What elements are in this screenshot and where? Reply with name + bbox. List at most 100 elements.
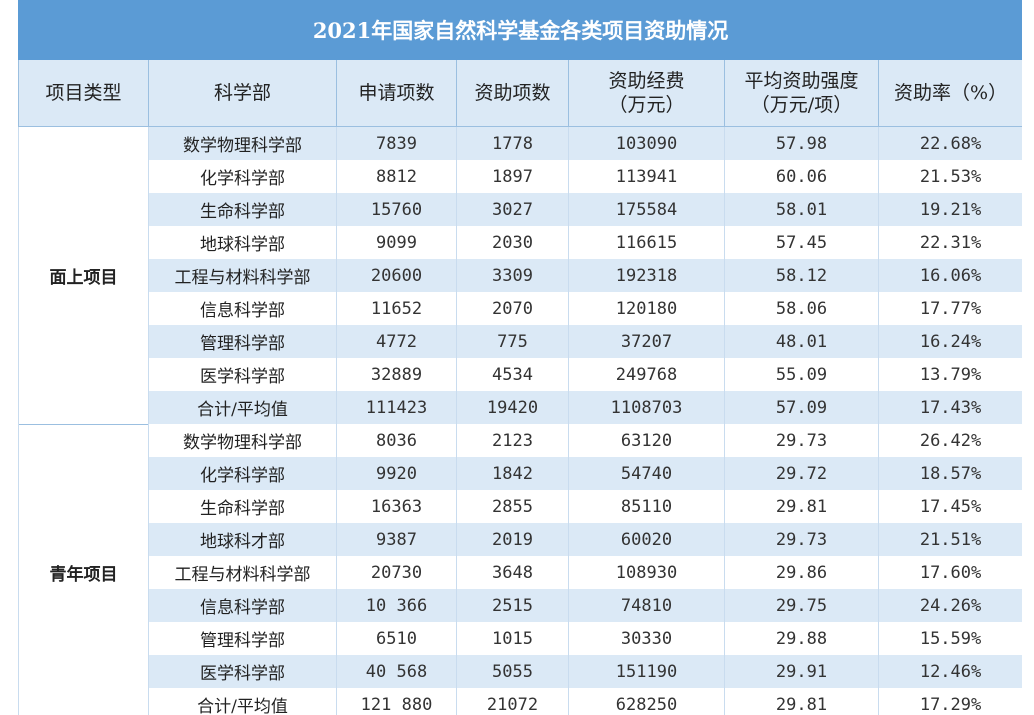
dept-cell: 工程与材料科学部 <box>148 259 337 292</box>
table-row: 管理科学部 6510 1015 30330 29.88 15.59% <box>19 622 1022 655</box>
funded-cell: 2123 <box>456 424 569 457</box>
table-row: 合计/平均值 121 880 21072 628250 29.81 17.29% <box>19 688 1022 715</box>
funding-table: 2021年国家自然科学基金各类项目资助情况 项目类型 科学部 申请项数 资助项数… <box>18 0 1022 715</box>
header-applications: 申请项数 <box>336 59 457 127</box>
rate-cell: 21.51% <box>877 523 1022 556</box>
intensity-cell: 29.81 <box>724 688 879 715</box>
rate-cell: 17.60% <box>877 556 1022 589</box>
intensity-cell: 29.75 <box>724 589 879 622</box>
table-row: 合计/平均值 111423 19420 1108703 57.09 17.43% <box>19 391 1022 424</box>
funded-cell: 5055 <box>456 655 569 688</box>
funding-cell: 151190 <box>568 655 725 688</box>
rate-cell: 24.26% <box>877 589 1022 622</box>
applications-cell: 8036 <box>336 424 457 457</box>
applications-cell: 20730 <box>336 556 457 589</box>
table-body: 面上项目 数学物理科学部 7839 1778 103090 57.98 22.68% 化学科学… <box>18 126 1022 715</box>
funding-cell: 628250 <box>568 688 725 715</box>
funding-table-frame: 2021年国家自然科学基金各类项目资助情况 项目类型 科学部 申请项数 资助项数… <box>18 0 1022 715</box>
rate-cell: 17.77% <box>877 292 1022 325</box>
header-funding: 资助经费 （万元） <box>568 59 725 127</box>
project-type-cell: 青年项目 <box>18 423 149 715</box>
funding-cell: 249768 <box>568 358 725 391</box>
funding-cell: 85110 <box>568 490 725 523</box>
rate-cell: 22.31% <box>877 226 1022 259</box>
intensity-cell: 58.12 <box>724 259 879 292</box>
header-funded: 资助项数 <box>456 59 569 127</box>
applications-cell: 20600 <box>336 259 457 292</box>
applications-cell: 8812 <box>336 160 457 193</box>
table-row: 化学科学部 9920 1842 54740 29.72 18.57% <box>19 457 1022 490</box>
funded-cell: 4534 <box>456 358 569 391</box>
intensity-cell: 29.73 <box>724 523 879 556</box>
applications-cell: 9099 <box>336 226 457 259</box>
intensity-cell: 60.06 <box>724 160 879 193</box>
rate-cell: 16.24% <box>877 325 1022 358</box>
funded-cell: 1778 <box>456 126 569 160</box>
table-row: 工程与材料科学部 20730 3648 108930 29.86 17.60% <box>19 556 1022 589</box>
table-row: 面上项目 数学物理科学部 7839 1778 103090 57.98 22.68% <box>18 126 1022 424</box>
table-row: 信息科学部 11652 2070 120180 58.06 17.77% <box>19 292 1022 325</box>
funded-cell: 3648 <box>456 556 569 589</box>
funded-cell: 1897 <box>456 160 569 193</box>
header-row: 项目类型 科学部 申请项数 资助项数 资助经费 （万元） 平均资助强度 （万元/… <box>18 59 1022 127</box>
applications-cell: 6510 <box>336 622 457 655</box>
table-row: 管理科学部 4772 775 37207 48.01 16.24% <box>19 325 1022 358</box>
funding-cell: 54740 <box>568 457 725 490</box>
table-row: 工程与材料科学部 20600 3309 192318 58.12 16.06% <box>19 259 1022 292</box>
dept-cell: 生命科学部 <box>148 193 337 226</box>
intensity-cell: 29.86 <box>724 556 879 589</box>
applications-cell: 10 366 <box>336 589 457 622</box>
funding-cell: 192318 <box>568 259 725 292</box>
applications-cell: 15760 <box>336 193 457 226</box>
funded-cell: 2855 <box>456 490 569 523</box>
intensity-cell: 57.98 <box>724 126 879 160</box>
header-intensity-line1: 平均资助强度 <box>744 70 859 92</box>
table-row: 地球科才部 9387 2019 60020 29.73 21.51% <box>19 523 1022 556</box>
intensity-cell: 57.45 <box>724 226 879 259</box>
title-row: 2021年国家自然科学基金各类项目资助情况 <box>18 0 1022 60</box>
dept-cell: 信息科学部 <box>148 589 337 622</box>
funding-cell: 30330 <box>568 622 725 655</box>
funding-cell: 60020 <box>568 523 725 556</box>
funded-cell: 21072 <box>456 688 569 715</box>
intensity-cell: 29.91 <box>724 655 879 688</box>
funded-cell: 3309 <box>456 259 569 292</box>
rate-cell: 15.59% <box>877 622 1022 655</box>
header-type: 项目类型 <box>18 59 149 127</box>
funding-cell: 1108703 <box>568 391 725 424</box>
dept-cell: 医学科学部 <box>148 358 337 391</box>
intensity-cell: 58.01 <box>724 193 879 226</box>
applications-cell: 11652 <box>336 292 457 325</box>
dept-cell: 合计/平均值 <box>148 688 337 715</box>
dept-cell: 地球科学部 <box>148 226 337 259</box>
dept-cell: 管理科学部 <box>148 622 337 655</box>
rate-cell: 22.68% <box>877 126 1022 160</box>
applications-cell: 7839 <box>336 126 457 160</box>
rate-cell: 18.57% <box>877 457 1022 490</box>
table-row: 青年项目 数学物理科学部 8036 2123 63120 29.73 26.42% <box>18 423 1022 715</box>
dept-cell: 数学物理科学部 <box>148 126 337 160</box>
table-row: 化学科学部 8812 1897 113941 60.06 21.53% <box>19 160 1022 193</box>
dept-cell: 化学科学部 <box>148 160 337 193</box>
rate-cell: 12.46% <box>877 655 1022 688</box>
applications-cell: 9920 <box>336 457 457 490</box>
funding-cell: 120180 <box>568 292 725 325</box>
applications-cell: 111423 <box>336 391 457 424</box>
table-row: 信息科学部 10 366 2515 74810 29.75 24.26% <box>19 589 1022 622</box>
funded-cell: 2070 <box>456 292 569 325</box>
table-row: 医学科学部 40 568 5055 151190 29.91 12.46% <box>19 655 1022 688</box>
dept-cell: 医学科学部 <box>148 655 337 688</box>
applications-cell: 4772 <box>336 325 457 358</box>
funding-cell: 63120 <box>568 424 725 457</box>
funded-cell: 2515 <box>456 589 569 622</box>
funded-cell: 1842 <box>456 457 569 490</box>
header-intensity-line2: （万元/项） <box>750 94 853 116</box>
dept-cell: 工程与材料科学部 <box>148 556 337 589</box>
table-row: 地球科学部 9099 2030 116615 57.45 22.31% <box>19 226 1022 259</box>
applications-cell: 9387 <box>336 523 457 556</box>
intensity-cell: 55.09 <box>724 358 879 391</box>
dept-cell: 数学物理科学部 <box>148 424 337 457</box>
funding-cell: 113941 <box>568 160 725 193</box>
table-title: 2021年国家自然科学基金各类项目资助情况 <box>18 0 1022 60</box>
dept-cell: 信息科学部 <box>148 292 337 325</box>
